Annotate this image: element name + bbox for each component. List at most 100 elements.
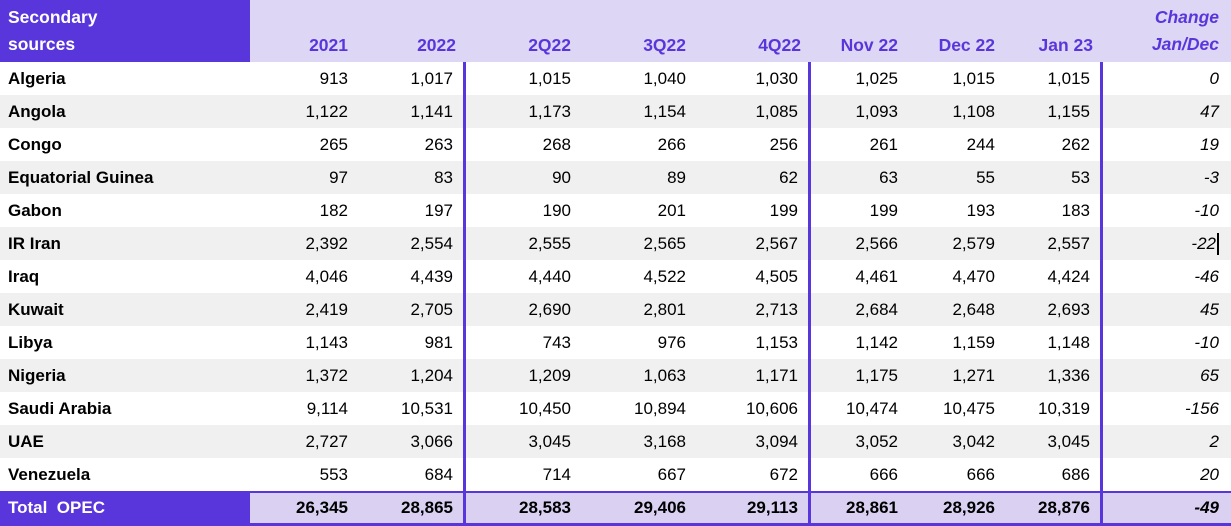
value-cell: 10,475 (943, 398, 995, 418)
value-cell: 1,017 (358, 62, 466, 95)
value-cell: 1,148 (1005, 326, 1103, 359)
value-cell: 666 (869, 464, 898, 484)
value-cell: 1,372 (305, 365, 348, 385)
change-cell: 65 (1200, 365, 1219, 385)
col-header-2022: 2022 (417, 35, 456, 55)
value-cell: 193 (966, 200, 995, 220)
value-cell: 4,522 (643, 266, 686, 286)
value-cell: 3,094 (696, 425, 811, 458)
table-row: Congo 265 263 268 266 256 261 244 262 19 (0, 128, 1231, 161)
value-cell: 2,567 (696, 227, 811, 260)
value-cell: 2,554 (358, 227, 466, 260)
table-row: Libya 1,143 981 743 976 1,153 1,142 1,159 1,148 -… (0, 326, 1231, 359)
value-cell: 10,531 (358, 392, 466, 425)
change-cell: -3 (1203, 167, 1219, 187)
value-cell: 684 (358, 458, 466, 491)
row-label: Angola (8, 101, 66, 121)
col-header-3q22: 3Q22 (643, 35, 686, 55)
value-cell: 2,648 (952, 299, 995, 319)
col-header-4q22: 4Q22 (758, 35, 801, 55)
row-label: Iraq (8, 266, 40, 286)
table-row: IR Iran 2,392 2,554 2,555 2,565 2,567 2,566 2,5… (0, 227, 1231, 260)
row-label: Venezuela (8, 464, 91, 484)
table-body: Algeria 913 1,017 1,015 1,040 1,030 1,025 1,015… (0, 62, 1231, 491)
value-cell: 1,155 (1005, 95, 1103, 128)
change-cell: 0 (1209, 68, 1219, 88)
value-cell: 2,565 (643, 233, 686, 253)
value-cell: 1,122 (305, 101, 348, 121)
value-cell: 83 (358, 161, 466, 194)
table-header-row: Secondary sources 2021 2022 2Q22 3Q22 4Q… (0, 0, 1231, 62)
value-cell: 55 (976, 167, 995, 187)
value-cell: 1,173 (528, 101, 571, 121)
row-label: Saudi Arabia (8, 398, 112, 418)
total-row: Total OPEC 26,345 28,865 28,583 29,406 29,11… (0, 491, 1231, 526)
value-cell: 4,424 (1005, 260, 1103, 293)
table-row: Iraq 4,046 4,439 4,440 4,522 4,505 4,461 4,470 4… (0, 260, 1231, 293)
value-cell: 976 (657, 332, 686, 352)
value-cell: 10,894 (634, 398, 686, 418)
value-cell: 1,030 (696, 62, 811, 95)
total-value-cell: 28,861 (811, 493, 908, 523)
value-cell: 4,470 (952, 266, 995, 286)
value-cell: 244 (966, 134, 995, 154)
value-cell: 1,093 (855, 101, 898, 121)
change-header-line2: Jan/Dec (1151, 34, 1219, 54)
value-cell: 3,045 (1005, 425, 1103, 458)
value-cell: 1,171 (696, 359, 811, 392)
text-cursor (1217, 232, 1219, 255)
value-cell: 1,159 (952, 332, 995, 352)
total-change-cell: -49 (1103, 493, 1231, 523)
row-label: Gabon (8, 200, 62, 220)
row-label: Congo (8, 134, 62, 154)
value-cell: 553 (319, 464, 348, 484)
table-row: UAE 2,727 3,066 3,045 3,168 3,094 3,052 3,042 3,… (0, 425, 1231, 458)
value-cell: 2,801 (643, 299, 686, 319)
value-cell: 1,015 (1005, 62, 1103, 95)
value-cell: 199 (696, 194, 811, 227)
value-cell: 1,040 (643, 68, 686, 88)
value-cell: 2,713 (696, 293, 811, 326)
row-label: Libya (8, 332, 53, 352)
change-cell: 47 (1200, 101, 1219, 121)
total-value-cell: 28,865 (358, 493, 466, 523)
value-cell: 2,419 (305, 299, 348, 319)
value-cell: 256 (696, 128, 811, 161)
value-cell: 4,440 (528, 266, 571, 286)
value-cell: 190 (542, 200, 571, 220)
value-cell: 2,555 (528, 233, 571, 253)
value-cell: 1,025 (855, 68, 898, 88)
value-cell: 268 (542, 134, 571, 154)
table-row: Nigeria 1,372 1,204 1,209 1,063 1,171 1,175 1,2… (0, 359, 1231, 392)
value-cell: 10,606 (696, 392, 811, 425)
row-label: Algeria (8, 68, 66, 88)
change-cell: -22 (1103, 227, 1231, 260)
value-cell: 743 (542, 332, 571, 352)
value-cell: 714 (542, 464, 571, 484)
value-cell: 2,727 (305, 431, 348, 451)
value-cell: 667 (657, 464, 686, 484)
change-cell: 45 (1200, 299, 1219, 319)
value-cell: 1,063 (643, 365, 686, 385)
table-row: Algeria 913 1,017 1,015 1,040 1,030 1,025 1,015… (0, 62, 1231, 95)
value-cell: 9,114 (306, 398, 348, 418)
value-cell: 666 (966, 464, 995, 484)
value-cell: 2,693 (1005, 293, 1103, 326)
col-header-change: Change Jan/Dec (1103, 0, 1231, 62)
total-value-cell: 28,876 (1005, 493, 1103, 523)
value-cell: 1,271 (952, 365, 995, 385)
value-cell: 4,439 (358, 260, 466, 293)
col-header-jan23: Jan 23 (1038, 35, 1093, 55)
value-cell: 1,209 (528, 365, 571, 385)
value-cell: 2,566 (855, 233, 898, 253)
value-cell: 3,042 (952, 431, 995, 451)
value-cell: 2,705 (358, 293, 466, 326)
change-cell: 2 (1209, 431, 1219, 451)
table-row: Angola 1,122 1,141 1,173 1,154 1,085 1,093 1,10… (0, 95, 1231, 128)
change-cell: 19 (1200, 134, 1219, 154)
table-row: Gabon 182 197 190 201 199 199 193 183 -10 (0, 194, 1231, 227)
table-row: Equatorial Guinea 97 83 90 89 62 63 55 53 -3 (0, 161, 1231, 194)
row-label: Kuwait (8, 299, 64, 319)
value-cell: 1,175 (855, 365, 898, 385)
